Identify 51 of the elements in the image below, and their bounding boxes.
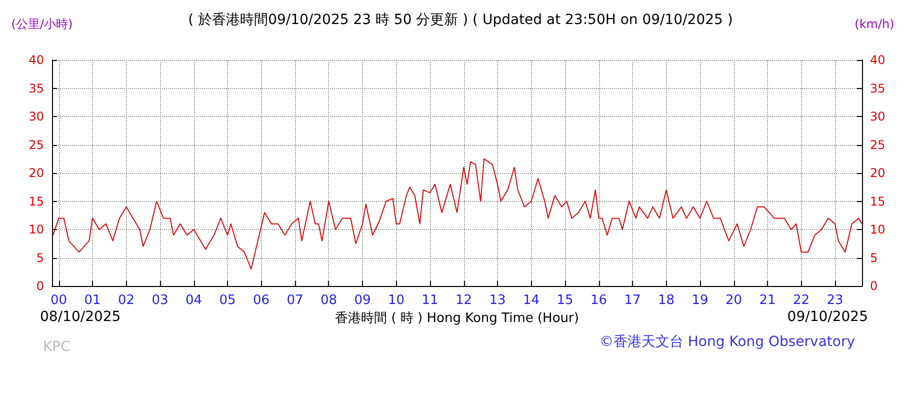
- x-tick-label: 18: [658, 293, 675, 308]
- chart-title: ( 於香港時間09/10/2025 23 時 50 分更新 ) ( Updated at 23:50H on 09/10/2025 ): [188, 12, 733, 28]
- y-tick-label: 0: [36, 279, 44, 293]
- text: 09/10/2025: [787, 309, 868, 325]
- text: ©香港天文台 Hong Kong Observatory: [599, 334, 856, 350]
- x-tick-label: 01: [84, 293, 101, 308]
- y-tick-label: 35: [28, 81, 44, 96]
- y2-tick-label: 25: [870, 138, 886, 152]
- x-tick-label: 10: [388, 293, 405, 308]
- x-tick-label: 12: [455, 293, 472, 308]
- x-tick-label: 14: [522, 293, 540, 308]
- x-tick-label: 23: [826, 293, 844, 308]
- y-tick-label: 10: [28, 222, 44, 236]
- y2-tick-label: 0: [870, 279, 878, 293]
- x-tick-label: 02: [118, 293, 135, 308]
- x-tick-label: 17: [624, 293, 641, 308]
- x-tick-label: 06: [252, 293, 270, 308]
- x-tick-label: 11: [422, 293, 438, 308]
- y2-axis-title: (km/h): [854, 17, 894, 31]
- line-series: [52, 158, 862, 270]
- x-tick-label: 04: [185, 293, 202, 308]
- y2-tick-label: 20: [870, 166, 886, 180]
- y-tick-label: 40: [28, 53, 44, 67]
- y-axis-title: (公里/小時): [11, 17, 73, 31]
- y2-tick-label: 30: [870, 110, 886, 124]
- x-tick-label: 00: [50, 293, 68, 308]
- x-tick-label: 08: [320, 293, 338, 308]
- text: KPC: [43, 339, 71, 355]
- y-tick-label: 5: [36, 250, 44, 265]
- text: 08/10/2025: [40, 309, 121, 325]
- x-tick-label: 16: [590, 293, 608, 308]
- x-tick-label: 09: [354, 293, 371, 308]
- x-tick-label: 03: [152, 293, 168, 308]
- x-tick-label: 15: [556, 293, 574, 308]
- x-tick-label: 19: [692, 293, 708, 308]
- x-axis-title: 香港時間 ( 時 ) Hong Kong Time (Hour): [335, 310, 579, 326]
- y-tick-label: 15: [28, 194, 44, 208]
- y2-tick-label: 5: [870, 250, 878, 265]
- y2-tick-label: 15: [870, 194, 886, 208]
- y2-tick-label: 35: [870, 81, 886, 96]
- x-tick-label: 07: [286, 293, 304, 308]
- x-tick-label: 20: [725, 293, 742, 308]
- y2-tick-label: 10: [870, 222, 886, 236]
- x-tick-label: 22: [792, 293, 810, 308]
- y-tick-label: 25: [28, 138, 44, 152]
- y-tick-label: 20: [28, 166, 44, 180]
- y2-tick-label: 40: [870, 53, 886, 67]
- y-tick-label: 30: [28, 110, 44, 124]
- x-tick-label: 21: [759, 293, 776, 308]
- x-tick-label: 05: [219, 293, 236, 308]
- x-tick-label: 13: [489, 293, 506, 308]
